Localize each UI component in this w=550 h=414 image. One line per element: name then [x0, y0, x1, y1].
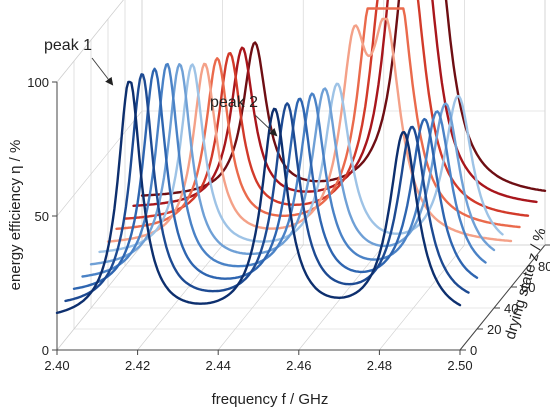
grid-line-floor-x — [56, 244, 143, 351]
y-tick-label: 50 — [35, 209, 49, 224]
annotation-layer: peak 1 peak 2 — [44, 37, 278, 137]
z-axis-line — [459, 244, 546, 351]
y-tick-label: 100 — [27, 75, 49, 90]
z-tick-label: 0 — [470, 343, 477, 358]
series-line-z-10 — [64, 73, 470, 303]
x-tick-label: 2.44 — [206, 358, 231, 373]
z-tick-label: 80 — [538, 259, 550, 274]
grid-line-floor-x — [137, 244, 223, 351]
annotation-arrow-2 — [254, 114, 278, 137]
x-tick-label: 2.42 — [125, 358, 150, 373]
x-tick-label: 2.40 — [44, 358, 69, 373]
x-axis-title: frequency f / GHz — [212, 391, 329, 408]
y-axis-title: energy efficiency η / % — [7, 140, 24, 291]
grid-line-floor-x — [379, 244, 465, 351]
series-line-z-50 — [98, 63, 504, 254]
z-tick-label: 40 — [504, 301, 518, 316]
grid-line-left-y — [56, 110, 143, 217]
z-tick-label: 60 — [521, 280, 535, 295]
x-tick-label: 2.46 — [286, 358, 311, 373]
z-axis-title: drying state z / % — [502, 226, 550, 341]
y-tick-label: 0 — [42, 343, 49, 358]
series-line-z-0 — [55, 80, 462, 315]
x-tick-label: 2.50 — [447, 358, 472, 373]
series-line-z-60 — [106, 17, 513, 243]
z-tick-label: 20 — [487, 322, 501, 337]
series-layer — [55, 0, 547, 315]
series-line-z-80 — [123, 0, 530, 220]
annotation-peak-2: peak 2 — [210, 94, 258, 111]
grid-line-floor-x — [217, 244, 304, 351]
annotation-arrow-1 — [91, 57, 114, 86]
left-top-edge — [56, 0, 124, 83]
annotation-peak-1: peak 1 — [44, 37, 92, 54]
series-line-z-30 — [81, 62, 487, 278]
x-tick-label: 2.48 — [367, 358, 392, 373]
ticks-layer: 2.402.422.442.462.482.500501000204060801… — [27, 75, 550, 373]
